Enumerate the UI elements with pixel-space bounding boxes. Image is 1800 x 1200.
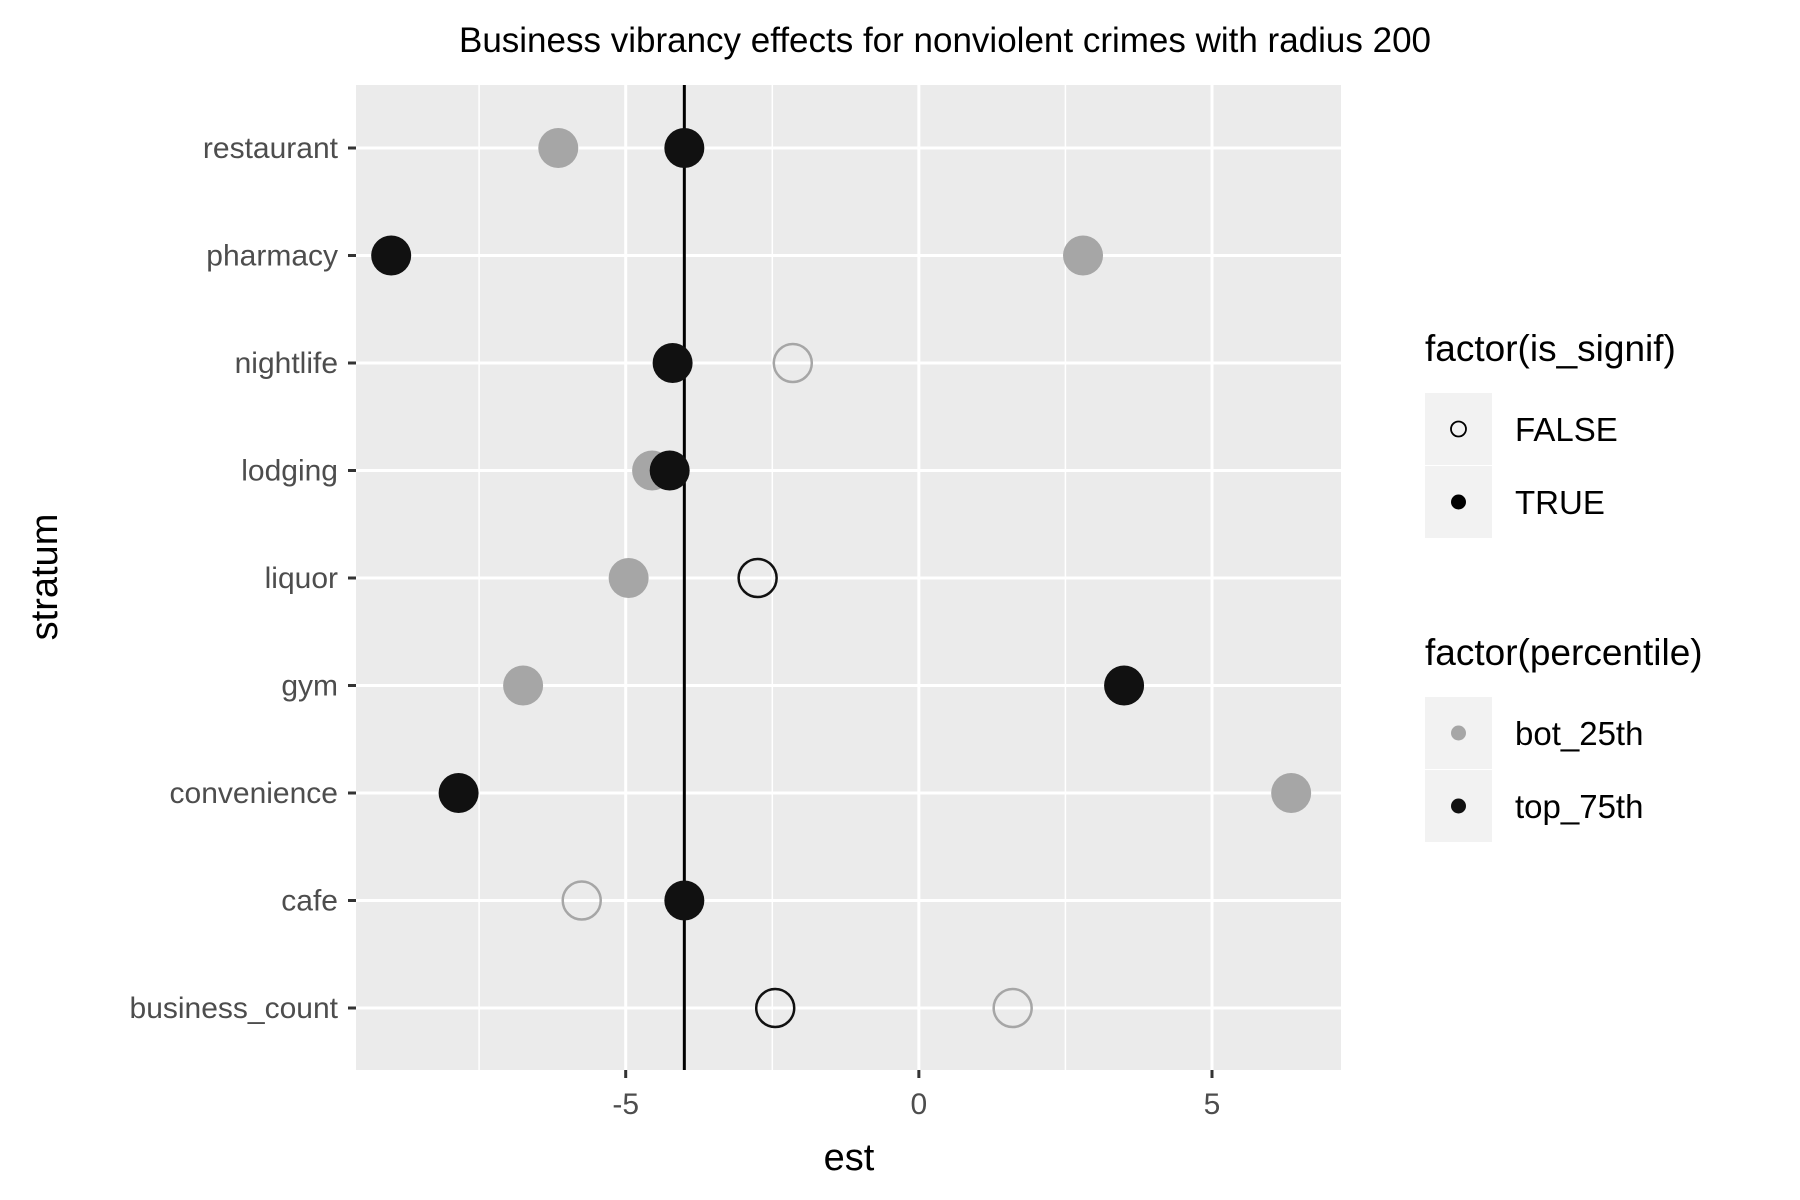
legend-label: top_75th bbox=[1515, 788, 1643, 825]
y-axis: restaurant pharmacy nightlife lodging liquor… bbox=[130, 132, 356, 1025]
y-tick-label: convenience bbox=[170, 777, 338, 810]
data-point-top_75th-pharmacy bbox=[371, 235, 412, 276]
y-tick-label: lodging bbox=[241, 455, 338, 488]
legend-label: TRUE bbox=[1515, 484, 1605, 521]
y-tick-label: nightlife bbox=[235, 347, 338, 380]
data-point-bot_25th-nightlife bbox=[772, 342, 814, 384]
data-point-bot_25th-restaurant bbox=[538, 128, 579, 168]
data-point-top_75th-liquor bbox=[737, 557, 778, 599]
legend-group-2: factor(percentile) bot_25th top_75th bbox=[1425, 632, 1703, 842]
data-point-top_75th-cafe bbox=[664, 880, 705, 921]
legend-group-1: factor(is_signif) FALSE TRUE bbox=[1425, 328, 1676, 538]
data-point-bot_25th-liquor bbox=[608, 558, 649, 598]
x-tick-label: -5 bbox=[612, 1088, 639, 1121]
legend-key bbox=[1425, 393, 1492, 465]
x-tick-label: 5 bbox=[1204, 1088, 1221, 1121]
legend-key-symbol bbox=[1451, 798, 1466, 814]
data-point-top_75th-convenience bbox=[438, 773, 479, 813]
data-point-bot_25th-pharmacy bbox=[1063, 235, 1104, 276]
points-layer bbox=[371, 128, 1312, 1029]
data-point-bot_25th-convenience bbox=[1271, 773, 1312, 813]
x-axis-title: est bbox=[824, 1137, 875, 1179]
data-point-top_75th-restaurant bbox=[664, 128, 705, 168]
legend-title: factor(is_signif) bbox=[1425, 328, 1676, 369]
legend-key-symbol bbox=[1450, 420, 1467, 438]
legend-title: factor(percentile) bbox=[1425, 632, 1703, 673]
y-tick-label: restaurant bbox=[203, 132, 339, 165]
y-tick-label: pharmacy bbox=[206, 240, 338, 273]
data-point-top_75th-gym bbox=[1104, 665, 1145, 706]
y-tick-label: business_count bbox=[130, 992, 339, 1025]
data-point-top_75th-nightlife bbox=[652, 343, 693, 383]
legend: factor(is_signif) FALSE TRUE factor(percent… bbox=[1425, 328, 1703, 842]
x-tick-label: 0 bbox=[911, 1088, 928, 1121]
y-tick-label: gym bbox=[281, 670, 338, 703]
legend-label: bot_25th bbox=[1515, 715, 1643, 752]
data-point-bot_25th-gym bbox=[503, 665, 544, 706]
y-tick-label: liquor bbox=[265, 562, 338, 595]
data-point-top_75th-lodging bbox=[649, 450, 690, 491]
legend-key-symbol bbox=[1451, 494, 1466, 510]
legend-label: FALSE bbox=[1515, 411, 1618, 448]
y-axis-title: stratum bbox=[24, 514, 66, 641]
x-axis: -5 0 5 bbox=[612, 1070, 1220, 1121]
data-point-bot_25th-business_count bbox=[992, 987, 1033, 1029]
chart-title: Business vibrancy effects for nonviolent… bbox=[459, 21, 1431, 60]
data-point-bot_25th-cafe bbox=[561, 880, 602, 921]
y-tick-label: cafe bbox=[281, 885, 338, 918]
legend-key-symbol bbox=[1451, 725, 1466, 741]
data-point-top_75th-business_count bbox=[754, 987, 796, 1029]
